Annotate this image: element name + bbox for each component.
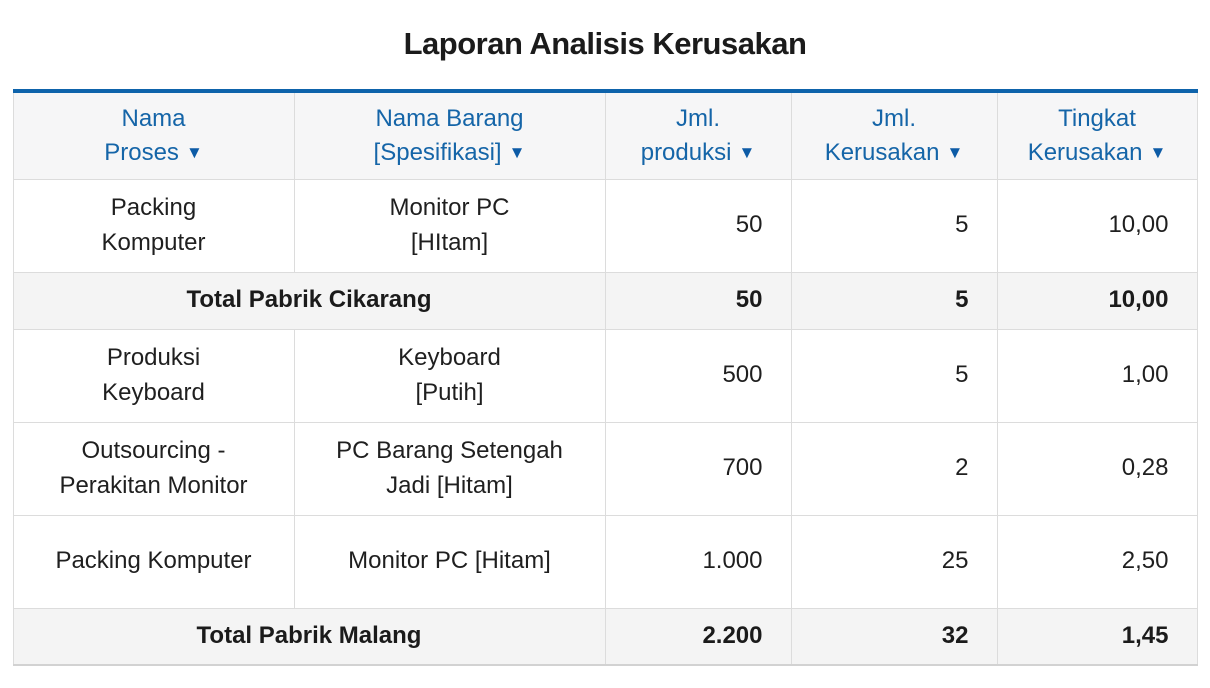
cell-nama-proses: Produksi Keyboard	[12, 328, 295, 423]
cell-jml-produksi: 700	[604, 421, 792, 516]
table-row: Outsourcing - Perakitan Monitor PC Baran…	[12, 421, 1198, 516]
column-header-tingkat-kerusakan[interactable]: Tingkat Kerusakan ▼	[996, 90, 1198, 180]
total-jml-produksi: 2.200	[604, 607, 792, 666]
cell-nama-barang: Keyboard [Putih]	[293, 328, 606, 423]
column-header-label: Tingkat Kerusakan	[1027, 104, 1143, 166]
table-row: Packing Komputer Monitor PC [HItam] 50 5…	[12, 178, 1198, 273]
cell-tingkat-kerusakan: 1,00	[996, 328, 1198, 423]
cell-tingkat-kerusakan: 2,50	[996, 514, 1198, 609]
total-jml-produksi: 50	[604, 271, 792, 330]
total-tingkat-kerusakan: 1,45	[996, 607, 1198, 666]
cell-nama-proses: Packing Komputer	[12, 514, 295, 609]
column-header-jml-kerusakan[interactable]: Jml. Kerusakan ▼	[790, 90, 998, 180]
total-tingkat-kerusakan: 10,00	[996, 271, 1198, 330]
total-label: Total Pabrik Malang	[12, 607, 606, 666]
total-row-cikarang: Total Pabrik Cikarang 50 5 10,00	[12, 271, 1198, 330]
column-header-nama-barang[interactable]: Nama Barang [Spesifikasi] ▼	[293, 90, 606, 180]
column-header-label: Nama Proses	[104, 104, 186, 166]
sort-arrow-icon[interactable]: ▼	[185, 142, 203, 162]
total-row-malang: Total Pabrik Malang 2.200 32 1,45	[12, 607, 1198, 666]
cell-jml-kerusakan: 5	[790, 328, 998, 423]
sort-arrow-icon[interactable]: ▼	[946, 142, 964, 162]
total-jml-kerusakan: 5	[790, 271, 998, 330]
cell-jml-kerusakan: 5	[790, 178, 998, 273]
total-label: Total Pabrik Cikarang	[12, 271, 606, 330]
header-row: Nama Proses ▼ Nama Barang [Spesifikasi] ▼ …	[12, 90, 1198, 180]
column-header-jml-produksi[interactable]: Jml. produksi ▼	[604, 90, 792, 180]
column-header-label: Jml. produksi	[640, 104, 732, 166]
column-header-nama-proses[interactable]: Nama Proses ▼	[12, 90, 295, 180]
cell-tingkat-kerusakan: 10,00	[996, 178, 1198, 273]
cell-nama-barang: PC Barang Setengah Jadi [Hitam]	[293, 421, 606, 516]
cell-nama-proses: Outsourcing - Perakitan Monitor	[12, 421, 295, 516]
table-row: Packing Komputer Monitor PC [Hitam] 1.00…	[12, 514, 1198, 609]
sort-arrow-icon[interactable]: ▼	[1149, 142, 1167, 162]
cell-tingkat-kerusakan: 0,28	[996, 421, 1198, 516]
cell-jml-produksi: 500	[604, 328, 792, 423]
cell-jml-produksi: 50	[604, 178, 792, 273]
sort-arrow-icon[interactable]: ▼	[508, 142, 526, 162]
total-jml-kerusakan: 32	[790, 607, 998, 666]
cell-jml-kerusakan: 25	[790, 514, 998, 609]
damage-analysis-table: Nama Proses ▼ Nama Barang [Spesifikasi] ▼ …	[12, 89, 1198, 666]
cell-nama-barang: Monitor PC [Hitam]	[293, 514, 606, 609]
page-title: Laporan Analisis Kerusakan	[403, 26, 807, 61]
cell-nama-barang: Monitor PC [HItam]	[293, 178, 606, 273]
cell-jml-produksi: 1.000	[604, 514, 792, 609]
table-row: Produksi Keyboard Keyboard [Putih] 500 5…	[12, 328, 1198, 423]
column-header-label: Jml. Kerusakan	[824, 104, 940, 166]
cell-jml-kerusakan: 2	[790, 421, 998, 516]
sort-arrow-icon[interactable]: ▼	[738, 142, 756, 162]
cell-nama-proses: Packing Komputer	[12, 178, 295, 273]
column-header-label: Nama Barang [Spesifikasi]	[373, 104, 524, 166]
